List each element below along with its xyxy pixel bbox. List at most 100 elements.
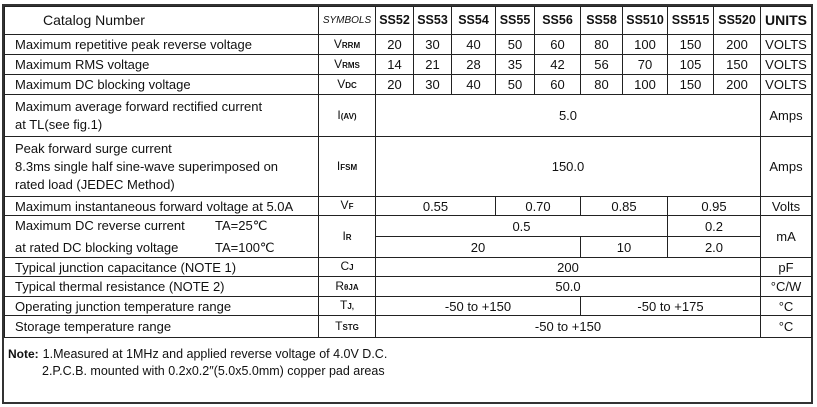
value-cell: 10 xyxy=(580,236,668,258)
param-desc: Peak forward surge current 8.3ms single h… xyxy=(4,136,319,197)
unit-cell: Amps xyxy=(760,136,812,197)
value-cell: 150 xyxy=(667,34,714,55)
param-desc: Maximum DC reverse current TA=25℃ at rate… xyxy=(4,215,319,258)
value-cell: 0.5 xyxy=(375,215,668,237)
value-cell: 30 xyxy=(413,74,452,95)
note-line-1: Note: 1.Measured at 1MHz and applied reve… xyxy=(8,346,811,363)
param-symbol: VDC xyxy=(318,74,376,95)
value-cell: 0.70 xyxy=(495,196,581,216)
param-desc-line: rated load (JEDEC Method) xyxy=(15,176,175,192)
value-cell: 200 xyxy=(375,257,761,277)
param-symbol: IR xyxy=(318,215,376,258)
param-desc-line: Maximum average forward rectified curren… xyxy=(15,98,263,114)
electrical-characteristics-table: Catalog Number SYMBOLS SS52 SS53 SS54 SS… xyxy=(4,6,812,338)
part-header: SS58 xyxy=(580,6,623,35)
value-cell: 150.0 xyxy=(375,136,761,197)
notes: Note: 1.Measured at 1MHz and applied reve… xyxy=(8,346,811,380)
part-header: SS56 xyxy=(534,6,581,35)
symbols-header: SYMBOLS xyxy=(318,6,376,35)
ir-line-100: at rated DC blocking voltage TA=100℃ xyxy=(15,239,275,255)
part-header: SS55 xyxy=(495,6,535,35)
part-header: SS54 xyxy=(451,6,496,35)
row-rth: Typical thermal resistance (NOTE 2) RθJA… xyxy=(4,276,812,297)
value-cell: 2.0 xyxy=(667,236,761,258)
value-cell: 42 xyxy=(534,54,581,75)
value-cell: 50 xyxy=(495,74,535,95)
value-cell: 60 xyxy=(534,74,581,95)
param-symbol: VRRM xyxy=(318,34,376,55)
value-cell: 150 xyxy=(713,54,761,75)
part-header: SS52 xyxy=(375,6,414,35)
unit-cell: VOLTS xyxy=(760,34,812,55)
value-cell: 105 xyxy=(667,54,714,75)
value-cell: -50 to +150 xyxy=(375,315,761,338)
part-header: SS510 xyxy=(622,6,668,35)
spec-frame: Catalog Number SYMBOLS SS52 SS53 SS54 SS… xyxy=(2,4,813,404)
unit-cell: VOLTS xyxy=(760,54,812,75)
value-cell: 40 xyxy=(451,74,496,95)
row-ir-25: Maximum DC reverse current TA=25℃ at rate… xyxy=(4,215,812,258)
param-desc: Maximum repetitive peak reverse voltage xyxy=(4,34,319,55)
value-cell: 100 xyxy=(622,34,668,55)
unit-cell: °C xyxy=(760,296,812,316)
value-cell: -50 to +150 xyxy=(375,296,581,316)
row-vf: Maximum instantaneous forward voltage at… xyxy=(4,196,812,216)
value-cell: 70 xyxy=(622,54,668,75)
ir-line-25: Maximum DC reverse current TA=25℃ xyxy=(15,217,268,233)
value-cell: 50 xyxy=(495,34,535,55)
value-cell: 0.95 xyxy=(667,196,761,216)
part-header: SS53 xyxy=(413,6,452,35)
row-ifsm: Peak forward surge current 8.3ms single h… xyxy=(4,136,812,197)
unit-cell: mA xyxy=(760,215,812,258)
value-cell: 14 xyxy=(375,54,414,75)
param-symbol: VF xyxy=(318,196,376,216)
value-cell: 0.85 xyxy=(580,196,668,216)
unit-cell: VOLTS xyxy=(760,74,812,95)
value-cell: 200 xyxy=(713,74,761,95)
note-2: 2.P.C.B. mounted with 0.2x0.2″(5.0x5.0mm… xyxy=(42,364,385,378)
value-cell: -50 to +175 xyxy=(580,296,761,316)
catalog-header: Catalog Number xyxy=(4,6,319,35)
value-cell: 20 xyxy=(375,74,414,95)
value-cell: 20 xyxy=(375,34,414,55)
value-cell: 28 xyxy=(451,54,496,75)
header-row: Catalog Number SYMBOLS SS52 SS53 SS54 SS… xyxy=(4,6,812,35)
value-cell: 35 xyxy=(495,54,535,75)
value-cell: 60 xyxy=(534,34,581,55)
value-cell: 21 xyxy=(413,54,452,75)
param-symbol: I(AV) xyxy=(318,94,376,137)
unit-cell: °C xyxy=(760,315,812,338)
part-header: SS520 xyxy=(713,6,761,35)
unit-cell: °C/W xyxy=(760,276,812,297)
value-cell: 40 xyxy=(451,34,496,55)
param-desc-line: 8.3ms single half sine-wave superimposed… xyxy=(15,158,279,174)
value-cell: 80 xyxy=(580,74,623,95)
value-cell: 0.2 xyxy=(667,215,761,237)
value-cell: 80 xyxy=(580,34,623,55)
value-cell: 56 xyxy=(580,54,623,75)
part-header: SS515 xyxy=(667,6,714,35)
value-cell: 5.0 xyxy=(375,94,761,137)
value-cell: 150 xyxy=(667,74,714,95)
row-vdc: Maximum DC blocking voltage VDC 20 30 40… xyxy=(4,74,812,95)
value-cell: 30 xyxy=(413,34,452,55)
value-cell: 100 xyxy=(622,74,668,95)
param-desc: Maximum instantaneous forward voltage at… xyxy=(4,196,319,216)
unit-cell: Amps xyxy=(760,94,812,137)
note-1: 1.Measured at 1MHz and applied reverse v… xyxy=(42,347,388,361)
param-symbol: VRMS xyxy=(318,54,376,75)
note-label: Note: xyxy=(8,347,39,361)
param-symbol: RθJA xyxy=(318,276,376,297)
param-desc-line: at TL(see fig.1) xyxy=(15,116,103,132)
unit-cell: pF xyxy=(760,257,812,277)
value-cell: 50.0 xyxy=(375,276,761,297)
row-iav: Maximum average forward rectified curren… xyxy=(4,94,812,137)
param-desc: Typical junction capacitance (NOTE 1) xyxy=(4,257,319,277)
row-vrrm: Maximum repetitive peak reverse voltage … xyxy=(4,34,812,55)
value-cell: 20 xyxy=(375,236,581,258)
row-cj: Typical junction capacitance (NOTE 1) CJ… xyxy=(4,257,812,277)
units-header: UNITS xyxy=(760,6,812,35)
param-desc-line: Peak forward surge current xyxy=(15,140,172,156)
param-desc: Maximum DC blocking voltage xyxy=(4,74,319,95)
param-desc: Typical thermal resistance (NOTE 2) xyxy=(4,276,319,297)
